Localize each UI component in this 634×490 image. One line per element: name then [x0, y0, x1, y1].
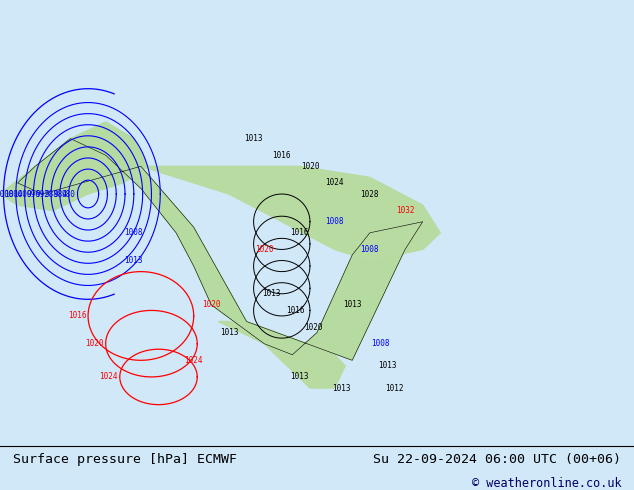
Text: 1013: 1013	[290, 372, 309, 381]
Text: 1000: 1000	[13, 190, 32, 198]
Text: 1020: 1020	[255, 245, 273, 254]
Text: 1012: 1012	[385, 384, 404, 392]
Text: 1004: 1004	[4, 190, 23, 198]
Text: 1008: 1008	[0, 190, 14, 198]
Text: 1020: 1020	[86, 339, 104, 348]
Text: 1008: 1008	[325, 217, 344, 226]
Text: 1013: 1013	[343, 300, 361, 309]
Text: 1024: 1024	[184, 356, 203, 365]
Text: 984: 984	[53, 190, 67, 198]
Text: 1020: 1020	[304, 322, 323, 332]
Text: © weatheronline.co.uk: © weatheronline.co.uk	[472, 476, 621, 490]
Text: 1024: 1024	[325, 178, 344, 187]
Text: 1013: 1013	[378, 361, 397, 370]
Polygon shape	[218, 321, 345, 388]
Text: 1013: 1013	[262, 289, 280, 298]
Text: 1013: 1013	[220, 328, 238, 337]
Text: 1028: 1028	[361, 190, 379, 198]
Text: 1016: 1016	[287, 306, 305, 315]
Text: 996: 996	[27, 190, 41, 198]
Text: 1013: 1013	[125, 256, 143, 265]
Text: 1016: 1016	[273, 151, 291, 160]
Text: 1008: 1008	[371, 339, 390, 348]
Text: 1008: 1008	[361, 245, 379, 254]
Polygon shape	[0, 122, 148, 211]
Polygon shape	[141, 166, 440, 261]
Text: 980: 980	[62, 190, 75, 198]
Text: 992: 992	[36, 190, 49, 198]
Text: 1020: 1020	[202, 300, 221, 309]
Text: 988: 988	[44, 190, 58, 198]
Text: 1013: 1013	[244, 134, 263, 143]
Text: Su 22-09-2024 06:00 UTC (00+06): Su 22-09-2024 06:00 UTC (00+06)	[373, 453, 621, 466]
Text: 1008: 1008	[125, 228, 143, 237]
Text: 1024: 1024	[100, 372, 118, 381]
Text: 1016: 1016	[68, 312, 86, 320]
Text: 1032: 1032	[396, 206, 414, 215]
Text: 1020: 1020	[301, 162, 319, 171]
Text: 1013: 1013	[332, 384, 351, 392]
Polygon shape	[18, 139, 423, 360]
Text: Surface pressure [hPa] ECMWF: Surface pressure [hPa] ECMWF	[13, 453, 236, 466]
Text: 1016: 1016	[290, 228, 309, 237]
